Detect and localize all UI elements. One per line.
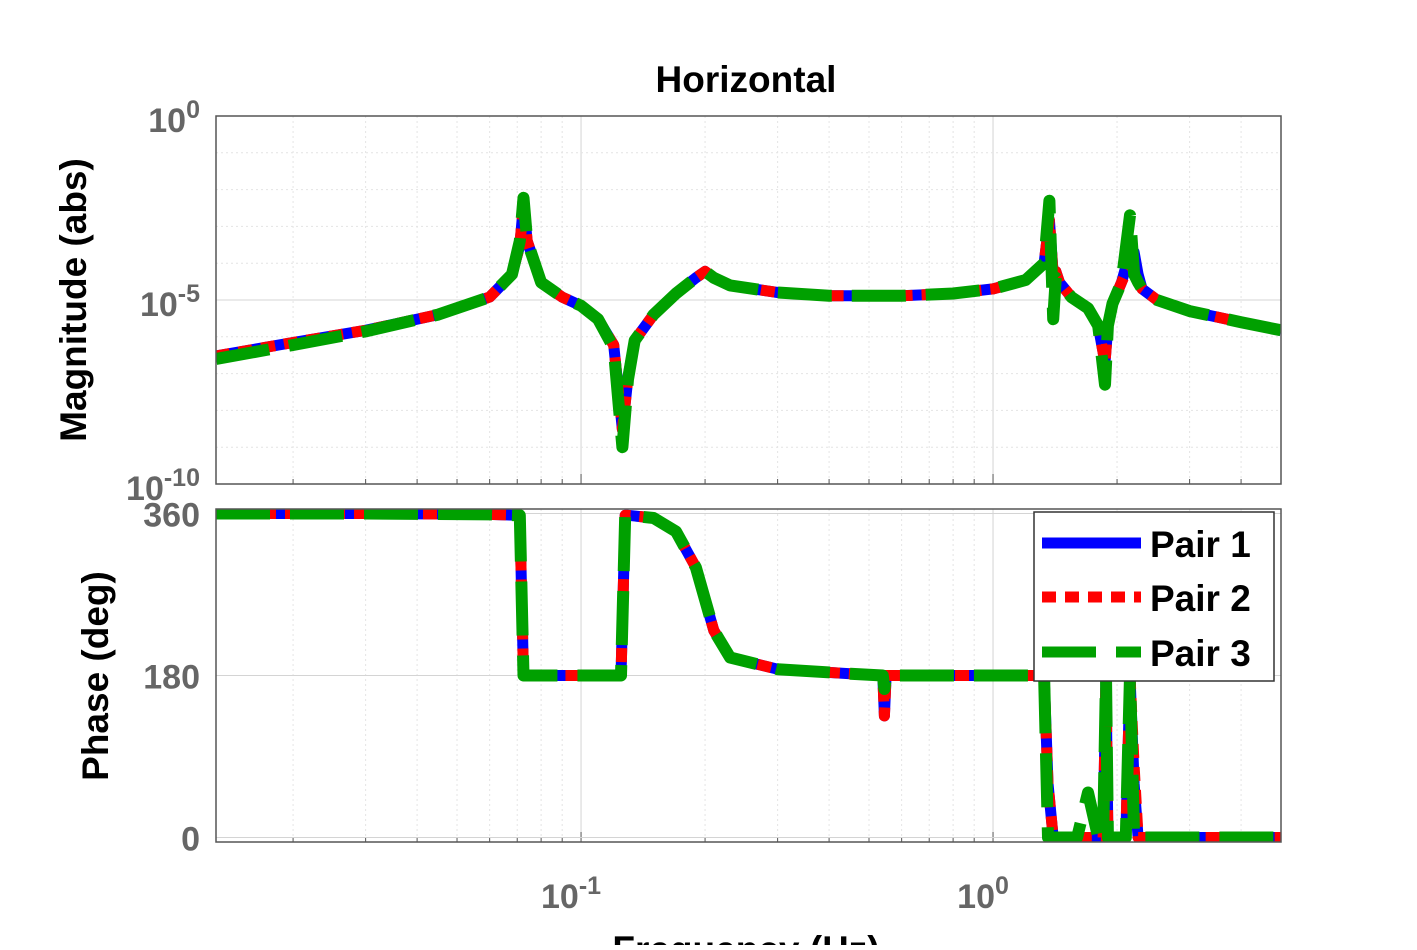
xtick-label: 10-1 <box>541 872 601 916</box>
phase-ylabel: Phase (deg) <box>75 571 116 781</box>
legend: Pair 1 Pair 2 Pair 3 <box>1033 511 1275 682</box>
magnitude-ytick-label: 10-5 <box>140 280 200 324</box>
phase-plot-lines <box>216 509 1281 842</box>
legend-label-pair-3: Pair 3 <box>1150 633 1251 674</box>
magnitude-ytick-label: 10-10 <box>126 464 200 508</box>
legend-label-pair-1: Pair 1 <box>1150 524 1251 565</box>
chart-title: Horizontal <box>656 59 837 100</box>
phase-ytick-label: 180 <box>143 659 200 697</box>
phase-axes-box <box>215 508 1282 843</box>
magnitude-axes-box <box>215 115 1282 485</box>
magnitude-series-pair-3 <box>216 191 1281 454</box>
phase-ytick-label: 360 <box>143 497 200 535</box>
magnitude-ylabel: Magnitude (abs) <box>53 158 94 442</box>
grid-lines <box>216 115 1282 842</box>
legend-label-pair-2: Pair 2 <box>1150 578 1251 619</box>
phase-ytick-label: 0 <box>181 821 200 859</box>
magnitude-ytick-label: 100 <box>148 96 200 140</box>
xlabel: Frequency (Hz) <box>612 929 879 945</box>
axis-labels: 100 10-5 10-10 10-1 100 0 180 360 <box>126 96 1009 916</box>
magnitude-plot-lines <box>216 191 1281 454</box>
phase-series-pair-3 <box>216 509 1281 842</box>
xtick-label: 100 <box>957 872 1009 916</box>
